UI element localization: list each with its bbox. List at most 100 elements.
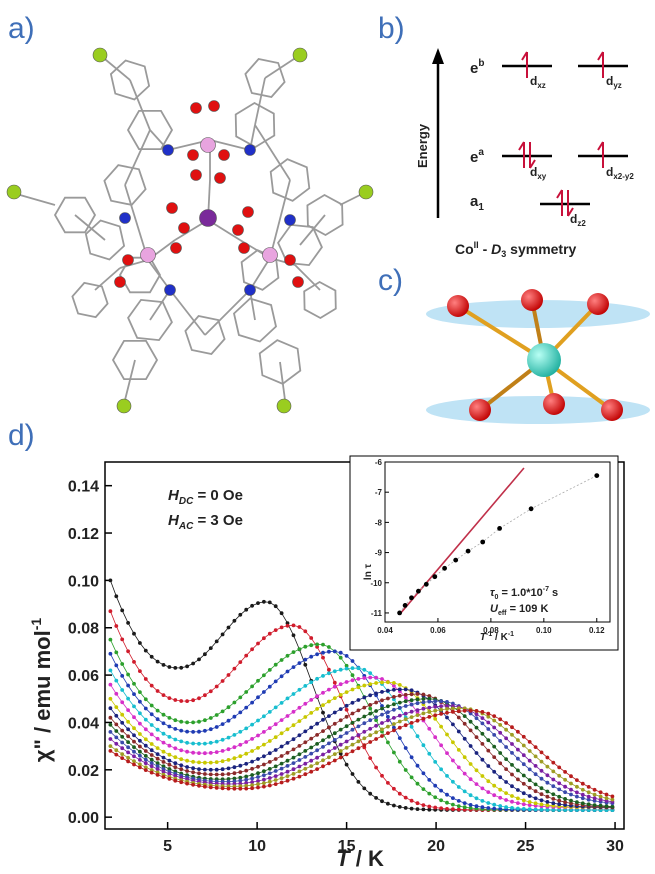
series-2-point <box>374 718 378 723</box>
bond <box>279 361 286 401</box>
series-8-point <box>368 703 373 707</box>
series-8-point <box>374 700 378 705</box>
series-13-point <box>344 752 349 757</box>
series-8-point <box>344 714 349 719</box>
series-13-point <box>598 790 603 795</box>
series-5-point <box>427 726 432 731</box>
series-6-point <box>368 682 373 686</box>
series-8-point <box>208 772 213 777</box>
series-10-point <box>480 721 485 726</box>
series-6-point <box>392 681 396 685</box>
series-11-point <box>492 725 497 730</box>
series-6-point <box>433 717 438 721</box>
series-4-point <box>126 696 130 701</box>
series-10-point <box>575 794 579 799</box>
series-8-point <box>557 798 562 803</box>
ring <box>244 58 286 98</box>
series-0-point <box>356 780 361 784</box>
series-9-point <box>533 782 538 787</box>
series-10-point <box>138 753 142 758</box>
series-4-point <box>203 741 207 746</box>
series-8-point <box>427 694 432 698</box>
series-12-point <box>545 764 550 769</box>
series-12-point <box>451 706 455 711</box>
series-12-point <box>244 783 249 788</box>
series-12-point <box>551 769 556 774</box>
series-8-point <box>510 772 514 777</box>
series-3-point <box>197 729 201 734</box>
series-8-point <box>362 705 367 710</box>
series-2-point <box>456 804 461 808</box>
series-5-point <box>315 694 319 699</box>
series-2-point <box>132 681 136 686</box>
series-11-point <box>580 792 585 797</box>
series-4-point <box>297 687 302 692</box>
series-4-point <box>533 807 538 812</box>
series-11-point <box>155 767 160 771</box>
series-8-point <box>409 692 414 697</box>
series-5-point <box>433 735 438 740</box>
bond <box>129 79 151 131</box>
series-8-point <box>327 725 331 730</box>
series-9-point <box>321 738 325 743</box>
series-11-point <box>439 704 443 709</box>
series-2-point <box>155 708 160 713</box>
inset-axes: 0.04 0.06 0.08 0.10 0.12 -11 -10 -9 -8 -7 -6 <box>370 458 611 635</box>
inset-y-tick-label: -10 <box>370 579 382 588</box>
series-3-point <box>244 705 249 710</box>
series-11-point <box>291 767 296 772</box>
series-4-point <box>267 710 272 714</box>
cobalt-atom <box>262 247 278 263</box>
series-5-point <box>297 705 302 710</box>
series-12-point <box>403 717 408 722</box>
series-5-point <box>451 758 455 763</box>
series-7-point <box>344 703 349 708</box>
series-6-point <box>267 739 272 743</box>
series-8-point <box>203 772 207 776</box>
inset-data-point <box>423 581 429 587</box>
series-1-point <box>220 679 225 683</box>
series-11-point <box>586 794 591 799</box>
series-3-point <box>321 650 325 655</box>
series-13-point <box>267 783 272 788</box>
halogen-atom <box>292 47 308 63</box>
series-7-point <box>126 727 130 732</box>
series-13-point <box>510 725 514 730</box>
series-7-point <box>279 744 284 749</box>
series-11-point <box>516 747 520 752</box>
series-12-point <box>309 764 314 768</box>
series-11-point <box>132 754 136 759</box>
series-8-point <box>191 770 196 775</box>
series-11-point <box>173 774 178 778</box>
series-11-point <box>120 746 125 751</box>
series-4-point <box>173 737 178 742</box>
series-13-point <box>451 710 455 714</box>
series-12-point <box>356 739 361 744</box>
series-0-point <box>191 661 196 666</box>
series-3-point <box>297 661 302 665</box>
series-7-point <box>332 710 337 715</box>
series-13-point <box>120 756 125 760</box>
series-12-point <box>557 773 562 778</box>
series-4-point <box>179 739 184 744</box>
series-8-point <box>126 734 130 739</box>
level-label-a1: a1 <box>470 193 484 213</box>
series-5-point <box>344 680 349 684</box>
series-13-point <box>610 794 615 799</box>
series-0-point <box>179 665 184 670</box>
series-13-point <box>504 721 508 725</box>
series-1-point <box>114 624 119 628</box>
series-13-point <box>498 717 503 722</box>
series-6-point <box>504 791 508 795</box>
series-7-point <box>386 688 390 693</box>
series-4-point <box>315 676 319 681</box>
series-2-point <box>433 795 438 800</box>
series-9-point <box>516 768 520 773</box>
ring <box>277 223 323 267</box>
series-7-point <box>380 690 384 694</box>
series-7-point <box>262 754 266 759</box>
ring <box>111 339 159 381</box>
electron-arrowhead <box>556 189 563 199</box>
series-12-point <box>321 758 325 763</box>
series-7-point <box>403 687 408 692</box>
